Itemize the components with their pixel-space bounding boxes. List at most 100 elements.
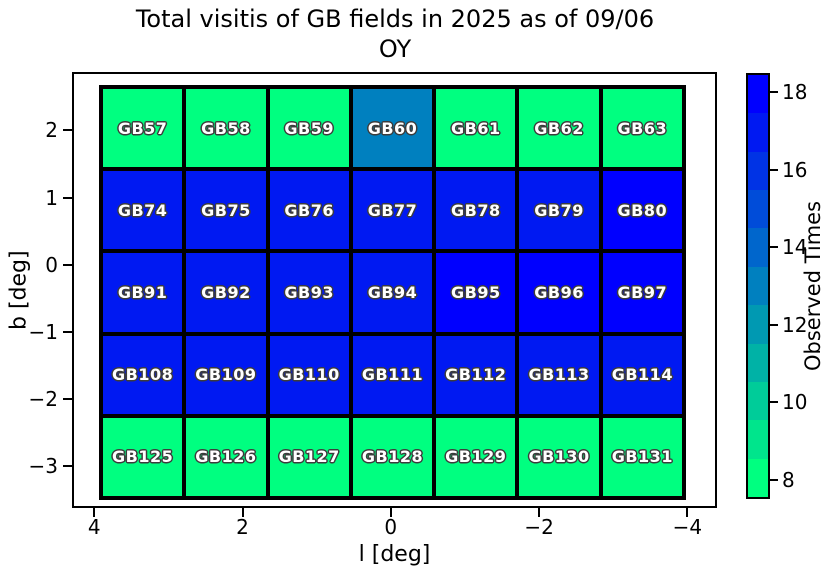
colorbar-band	[748, 343, 768, 382]
y-tick-mark	[63, 196, 72, 199]
cell-label: GB63	[617, 118, 668, 138]
grid-cell: GB111	[350, 333, 435, 416]
grid-cell: GB112	[434, 333, 518, 416]
colorbar-tick-label: 16	[782, 157, 808, 182]
grid-cell: GB97	[600, 251, 684, 334]
grid-cell: GB76	[267, 169, 351, 252]
cell-label: GB60	[367, 118, 418, 138]
cell-label: GB129	[445, 447, 507, 467]
grid-cell: GB131	[600, 415, 684, 498]
colorbar-band	[748, 305, 768, 344]
y-tick-label: 0	[45, 252, 58, 277]
colorbar-tick-label: 10	[782, 390, 808, 415]
grid-cell: GB130	[517, 415, 601, 498]
chart-title: Total visitis of GB fields in 2025 as of…	[0, 4, 790, 64]
cell-label: GB76	[284, 200, 334, 220]
cell-label: GB96	[534, 282, 584, 302]
x-tick-mark	[241, 508, 244, 517]
y-tick-label: 2	[45, 118, 58, 143]
grid-cell: GB110	[267, 333, 351, 416]
grid-cell: GB92	[184, 251, 268, 334]
grid-cell: GB61	[434, 87, 518, 170]
cell-label: GB92	[201, 282, 251, 302]
cell-label: GB77	[367, 200, 418, 220]
grid-cell: GB129	[434, 415, 518, 498]
colorbar-band	[748, 228, 768, 267]
grid-cell: GB93	[267, 251, 351, 334]
y-tick-label: −3	[28, 454, 58, 479]
grid-cell: GB113	[517, 333, 601, 416]
grid-cell: GB125	[101, 415, 185, 498]
y-tick-mark	[63, 263, 72, 266]
cell-label: GB79	[534, 200, 584, 220]
colorbar-band	[748, 266, 768, 306]
grid-cell: GB62	[517, 87, 601, 170]
colorbar-tick-label: 8	[782, 467, 795, 492]
grid-cell: GB74	[101, 169, 185, 252]
cell-label: GB93	[284, 282, 334, 302]
cell-label: GB97	[617, 282, 668, 302]
cell-label: GB95	[450, 282, 501, 302]
cell-label: GB58	[201, 118, 251, 138]
grid-cell: GB94	[350, 251, 435, 334]
x-tick-label: 4	[87, 515, 101, 539]
cell-label: GB57	[117, 118, 168, 138]
colorbar-tick-mark	[770, 401, 778, 404]
y-tick-mark	[63, 330, 72, 333]
grid-cell: GB96	[517, 251, 601, 334]
heatmap-grid: GB57 GB58 GB59 GB60 GB61 GB62 GB63 GB74 GB75 GB76…	[99, 85, 686, 500]
x-tick-mark	[389, 508, 392, 517]
colorbar-band	[748, 190, 768, 229]
y-tick-mark	[63, 398, 72, 401]
cell-label: GB131	[611, 447, 673, 467]
colorbar-band	[748, 113, 768, 152]
grid-cell: GB60	[350, 87, 435, 170]
colorbar-band	[748, 381, 768, 421]
cell-label: GB110	[278, 365, 340, 385]
grid-cell: GB63	[600, 87, 684, 170]
y-tick-label: −1	[28, 319, 58, 344]
colorbar-tick-label: 18	[782, 80, 808, 105]
cell-label: GB125	[112, 447, 174, 467]
cell-label: GB113	[528, 365, 590, 385]
cell-label: GB78	[450, 200, 501, 220]
colorbar-band	[748, 151, 768, 191]
cell-label: GB61	[450, 118, 501, 138]
colorbar-tick-mark	[770, 168, 778, 171]
chart-title-line2: OY	[378, 35, 412, 63]
cell-label: GB111	[361, 365, 424, 385]
cell-label: GB91	[117, 282, 168, 302]
colorbar	[746, 73, 770, 499]
grid-cell: GB126	[184, 415, 268, 498]
grid-cell: GB77	[350, 169, 435, 252]
chart-title-line1: Total visitis of GB fields in 2025 as of…	[135, 5, 655, 33]
grid-cell: GB58	[184, 87, 268, 170]
colorbar-tick-mark	[770, 478, 778, 481]
cell-label: GB128	[361, 447, 424, 467]
colorbar-tick-mark	[770, 246, 778, 249]
cell-label: GB74	[117, 200, 168, 220]
grid-cell: GB57	[101, 87, 185, 170]
grid-cell: GB127	[267, 415, 351, 498]
cell-label: GB75	[201, 200, 251, 220]
cell-label: GB130	[528, 447, 590, 467]
y-tick-label: −2	[28, 387, 58, 412]
x-tick-label: 0	[384, 515, 398, 539]
grid-cell: GB114	[600, 333, 684, 416]
colorbar-tick-mark	[770, 91, 778, 94]
cell-label: GB94	[367, 282, 418, 302]
x-tick-mark	[538, 508, 541, 517]
grid-cell: GB108	[101, 333, 185, 416]
grid-cell: GB109	[184, 333, 268, 416]
x-tick-mark	[93, 508, 96, 517]
x-tick-label: −2	[524, 515, 554, 539]
colorbar-tick-mark	[770, 323, 778, 326]
colorbar-band	[748, 420, 768, 459]
colorbar-band	[748, 75, 768, 114]
grid-cell: GB78	[434, 169, 518, 252]
grid-cell: GB91	[101, 251, 185, 334]
x-axis-label: l [deg]	[358, 542, 431, 567]
x-tick-label: −4	[672, 515, 703, 539]
colorbar-tick-label: 12	[782, 312, 808, 337]
